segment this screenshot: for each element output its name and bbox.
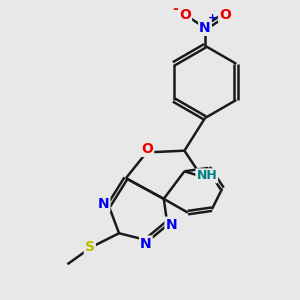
- Text: N: N: [140, 237, 152, 250]
- Text: N: N: [166, 218, 177, 232]
- Text: +: +: [208, 13, 217, 22]
- Text: O: O: [179, 8, 191, 22]
- Text: S: S: [85, 240, 95, 254]
- Text: O: O: [219, 8, 231, 22]
- Text: N: N: [199, 21, 211, 35]
- Text: -: -: [172, 2, 178, 16]
- Text: O: O: [141, 142, 153, 156]
- Text: N: N: [98, 197, 109, 211]
- Text: NH: NH: [196, 169, 217, 182]
